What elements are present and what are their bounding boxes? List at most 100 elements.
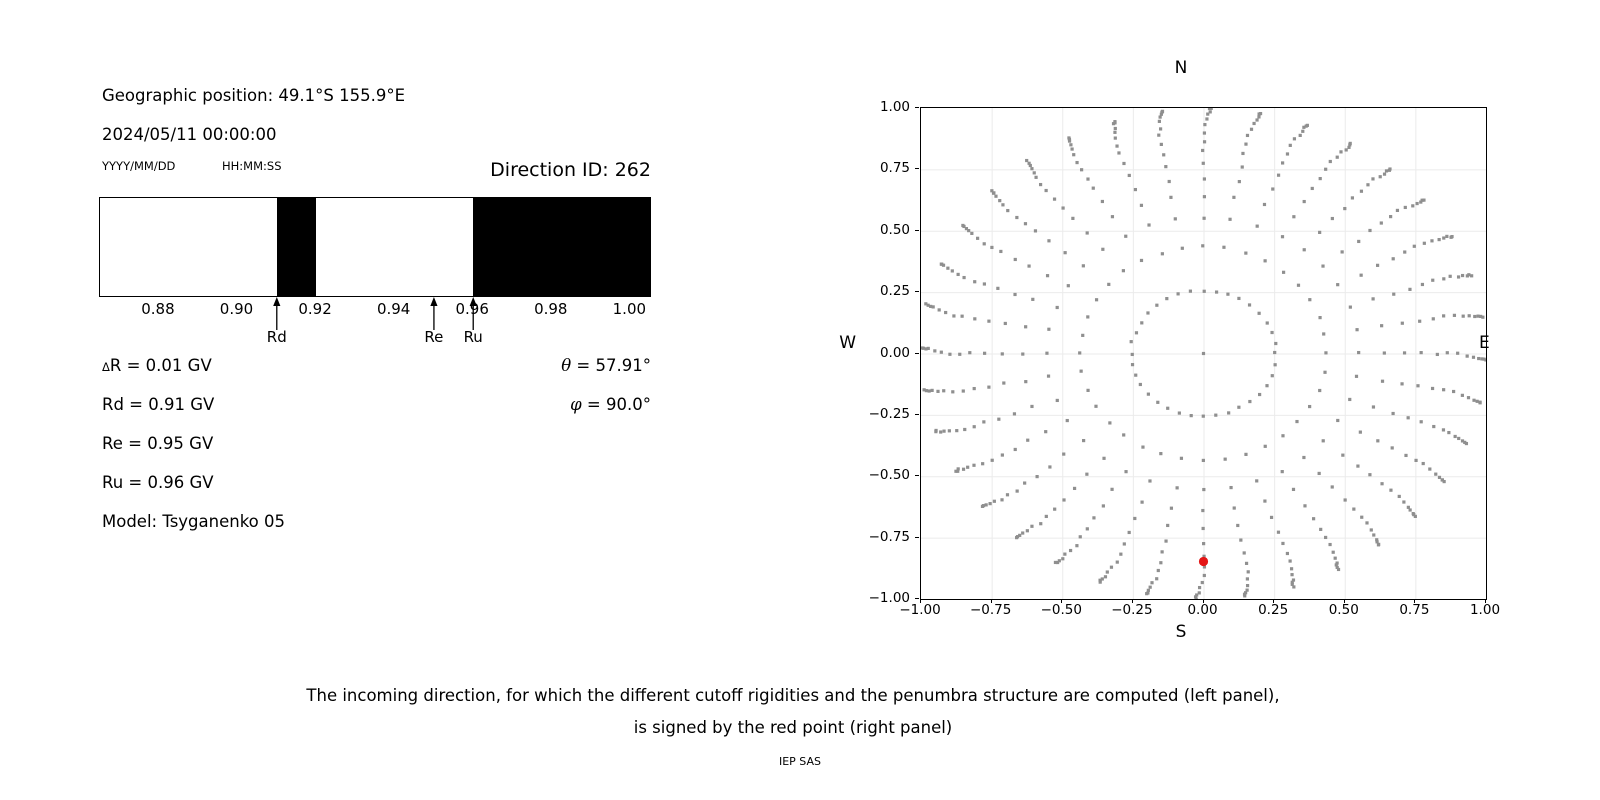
- direction-dot: [1078, 351, 1082, 355]
- direction-dot: [1255, 118, 1259, 122]
- direction-dot: [1263, 444, 1267, 448]
- direction-dot: [1164, 165, 1168, 169]
- direction-dot: [1203, 123, 1207, 127]
- direction-dot: [1063, 251, 1067, 255]
- direction-dot: [1208, 110, 1212, 114]
- direction-dot: [990, 458, 994, 462]
- direction-dot: [1124, 234, 1128, 238]
- direction-dot: [1257, 115, 1261, 119]
- direction-dot: [1015, 215, 1019, 220]
- direction-dot: [1124, 470, 1128, 474]
- direction-id-text: Direction ID: 262: [490, 159, 651, 181]
- direction-dot: [962, 275, 966, 280]
- direction-dot: [1113, 120, 1117, 124]
- direction-dot: [1482, 357, 1486, 361]
- direction-dot: [1292, 585, 1296, 589]
- bar-tick-label: 0.98: [534, 300, 568, 318]
- direction-dot: [1086, 315, 1090, 319]
- direction-dot: [1291, 578, 1296, 582]
- direction-dot: [961, 389, 965, 393]
- direction-dot: [1000, 498, 1004, 502]
- direction-dot: [1265, 321, 1269, 325]
- direction-dot: [1158, 115, 1162, 119]
- direction-dot: [1202, 177, 1206, 181]
- direction-dot: [1159, 142, 1163, 146]
- direction-dot: [1081, 264, 1085, 268]
- direction-dot: [955, 429, 959, 433]
- direction-dot: [934, 430, 938, 434]
- direction-dot: [1177, 411, 1181, 415]
- datetime-text: 2024/05/11 00:00:00: [102, 125, 277, 144]
- direction-dot: [1202, 216, 1206, 220]
- direction-dot: [1159, 561, 1163, 565]
- direction-dot: [1162, 153, 1166, 157]
- direction-dot: [1201, 508, 1205, 513]
- highlighted-direction-point: [1198, 556, 1209, 567]
- direction-dot: [1202, 195, 1207, 199]
- direction-dot: [1340, 250, 1344, 254]
- direction-dot: [1448, 274, 1452, 278]
- direction-dot: [1484, 358, 1488, 362]
- direction-dot: [1065, 418, 1069, 423]
- direction-dot: [1044, 514, 1048, 519]
- direction-dot: [1202, 140, 1207, 144]
- direction-dot: [1197, 585, 1202, 590]
- direction-dot: [1371, 297, 1375, 301]
- direction-dot: [939, 350, 943, 354]
- direction-dot: [1155, 577, 1159, 581]
- direction-dot: [1002, 381, 1006, 385]
- bar-tick-label: 0.96: [455, 300, 489, 318]
- direction-dot: [1330, 485, 1334, 489]
- direction-dot: [990, 245, 994, 250]
- direction-dot: [1298, 133, 1302, 138]
- direction-dot: [1302, 455, 1306, 460]
- direction-dot: [1430, 386, 1435, 391]
- direction-dot: [1245, 583, 1250, 588]
- direction-dot: [1437, 475, 1442, 479]
- direction-dot: [1105, 570, 1109, 574]
- direction-dot: [1157, 119, 1161, 123]
- direction-dot: [1368, 228, 1372, 233]
- direction-dot: [924, 389, 928, 393]
- direction-dot: [1376, 439, 1380, 443]
- direction-dot: [1038, 182, 1043, 187]
- direction-dot: [1156, 568, 1160, 573]
- direction-dot: [1292, 137, 1297, 141]
- direction-dot: [1322, 332, 1326, 336]
- direction-dot: [1271, 187, 1275, 191]
- x-axis-tick-label: −0.50: [1040, 602, 1082, 618]
- direction-dot: [988, 502, 992, 506]
- direction-dot: [1395, 208, 1400, 213]
- direction-dot: [1228, 217, 1232, 221]
- forbidden-band: [276, 198, 317, 296]
- direction-dot: [1281, 434, 1285, 438]
- direction-dot: [1473, 314, 1477, 319]
- direction-dot: [1303, 504, 1307, 508]
- direction-dot: [1352, 507, 1356, 511]
- direction-dot: [1113, 130, 1117, 134]
- direction-dot: [1442, 388, 1446, 392]
- direction-dot: [1245, 577, 1249, 581]
- direction-dot: [1356, 464, 1360, 468]
- direction-dot: [1081, 333, 1085, 337]
- direction-dot: [1348, 397, 1352, 402]
- direction-dot: [998, 199, 1002, 203]
- direction-dot: [1460, 439, 1465, 443]
- direction-dot: [1390, 446, 1394, 450]
- direction-dot: [1206, 112, 1210, 116]
- direction-dot: [1434, 472, 1438, 476]
- direction-dot: [961, 467, 966, 471]
- direction-dot: [950, 269, 954, 273]
- direction-dot: [1145, 592, 1149, 596]
- direction-dot: [1180, 246, 1184, 250]
- direction-dot: [1021, 531, 1025, 535]
- direction-dot: [1066, 284, 1070, 288]
- direction-dot: [1371, 177, 1375, 181]
- direction-dot: [1281, 161, 1285, 165]
- direction-dot: [1247, 303, 1252, 307]
- direction-dot: [1421, 461, 1425, 466]
- x-axis-tick-label: −1.00: [899, 602, 941, 618]
- direction-dot: [1341, 453, 1345, 457]
- direction-dot: [1122, 542, 1126, 546]
